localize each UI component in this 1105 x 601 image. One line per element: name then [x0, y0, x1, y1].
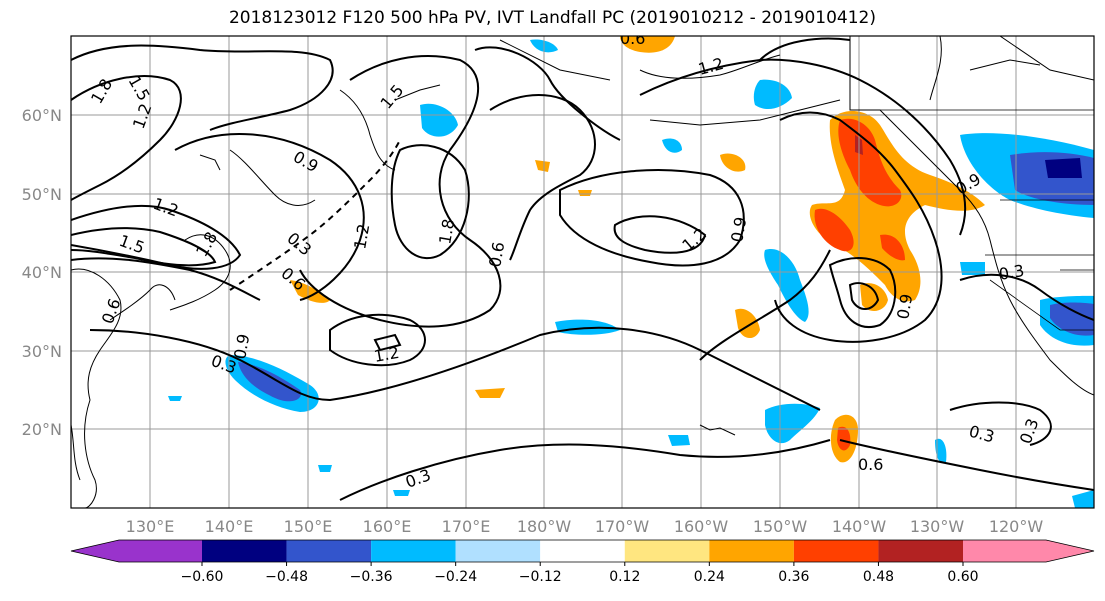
lon-label: 160°E	[363, 517, 412, 536]
lat-label: 40°N	[22, 263, 62, 282]
ivt-shading	[168, 36, 1094, 508]
colorbar-tick-label: −0.24	[434, 569, 477, 585]
colorbar-tick-label: 0.60	[947, 569, 978, 585]
colorbar-segment	[202, 540, 287, 562]
colorbar-tick-label: −0.48	[265, 569, 308, 585]
contour-label: 1.8	[435, 217, 458, 245]
map-title: 2018123012 F120 500 hPa PV, IVT Landfall…	[228, 8, 876, 28]
political-borders	[850, 109, 1094, 331]
ivt-positive-core	[837, 426, 851, 451]
ivt-positive-core	[880, 234, 905, 261]
lon-label: 140°W	[832, 517, 887, 536]
lat-label: 60°N	[22, 106, 62, 125]
colorbar-segment	[286, 540, 372, 562]
graticule	[71, 36, 1094, 508]
ivt-negative-region	[318, 465, 332, 472]
ivt-positive-region	[860, 283, 888, 312]
contour-label: 0.6	[620, 29, 645, 48]
ivt-positive-region	[475, 388, 505, 398]
colorbar: −0.60 −0.48 −0.36 −0.24 −0.12 0.12 0.24 0.36 0.4…	[70, 539, 1095, 585]
ivt-positive-core	[814, 208, 854, 252]
colorbar-segment	[624, 540, 710, 562]
contour-label: 0.6	[485, 240, 508, 268]
ivt-negative-region	[765, 403, 820, 444]
ivt-negative-region	[1072, 490, 1094, 508]
colorbar-segment	[71, 540, 202, 562]
colorbar-segment	[540, 540, 625, 562]
colorbar-segments	[70, 539, 1095, 563]
ivt-negative-region	[960, 262, 985, 275]
ivt-negative-peak	[1045, 158, 1082, 178]
colorbar-segment	[709, 540, 794, 562]
ivt-positive-region	[620, 36, 675, 53]
contour-label: 0.6	[858, 455, 883, 474]
longitude-axis: 130°E 140°E 150°E 160°E 170°E 180°W 170°…	[126, 517, 1044, 536]
colorbar-tick-label: 0.36	[778, 569, 809, 585]
colorbar-tick-label: 0.12	[609, 569, 640, 585]
lon-label: 170°W	[595, 517, 650, 536]
ivt-negative-region	[168, 396, 182, 401]
ivt-positive-core	[838, 118, 902, 207]
lat-label: 20°N	[22, 420, 62, 439]
lon-label: 140°E	[205, 517, 254, 536]
latitude-axis: 20°N 30°N 40°N 50°N 60°N	[22, 106, 62, 439]
colorbar-ticks: −0.60 −0.48 −0.36 −0.24 −0.12 0.12 0.24 0.36 0.4…	[181, 562, 979, 585]
contour-label: 1.2	[350, 222, 373, 250]
pv-contours	[71, 37, 1094, 501]
colorbar-outline	[70, 539, 1095, 563]
colorbar-tick-label: −0.36	[350, 569, 393, 585]
lon-label: 120°W	[989, 517, 1044, 536]
colorbar-tick-label: 0.24	[694, 569, 725, 585]
ivt-positive-region	[290, 280, 330, 303]
coastlines	[71, 36, 1094, 508]
contour-label: 0.9	[727, 215, 750, 243]
ivt-negative-core	[1050, 302, 1094, 336]
lat-label: 50°N	[22, 185, 62, 204]
ivt-negative-region	[420, 103, 458, 137]
lon-label: 170°E	[442, 517, 491, 536]
colorbar-tick-label: −0.60	[181, 569, 224, 585]
contour-label: 0.3	[997, 261, 1025, 284]
ivt-positive-region	[535, 160, 550, 172]
colorbar-segment	[793, 540, 879, 562]
ivt-negative-region	[764, 249, 809, 322]
ivt-negative-region	[668, 435, 690, 446]
ivt-negative-core	[238, 362, 301, 402]
map-border	[70, 35, 1095, 509]
lon-label: 150°E	[284, 517, 333, 536]
colorbar-segment	[455, 540, 541, 562]
lon-label: 160°W	[674, 517, 729, 536]
lon-label: 130°E	[126, 517, 175, 536]
ivt-positive-region	[578, 190, 592, 196]
colorbar-segment	[371, 540, 456, 562]
lat-label: 30°N	[22, 342, 62, 361]
lon-label: 180°W	[517, 517, 572, 536]
colorbar-tick-label: −0.12	[519, 569, 562, 585]
lon-label: 130°W	[910, 517, 965, 536]
ivt-negative-region	[662, 138, 682, 153]
ivt-positive-region	[720, 153, 746, 172]
colorbar-tick-label: 0.48	[863, 569, 894, 585]
colorbar-segment	[963, 540, 1094, 562]
colorbar-segment	[878, 540, 963, 562]
ivt-negative-region	[753, 79, 792, 110]
lon-label: 150°W	[753, 517, 808, 536]
pv-contour-dashed	[229, 139, 401, 291]
ivt-negative-region	[935, 438, 947, 464]
contour-label: 0.9	[230, 332, 253, 360]
contour-label: 0.9	[893, 292, 916, 320]
contour-label: 1.2	[372, 343, 400, 366]
ivt-negative-region	[393, 490, 410, 496]
